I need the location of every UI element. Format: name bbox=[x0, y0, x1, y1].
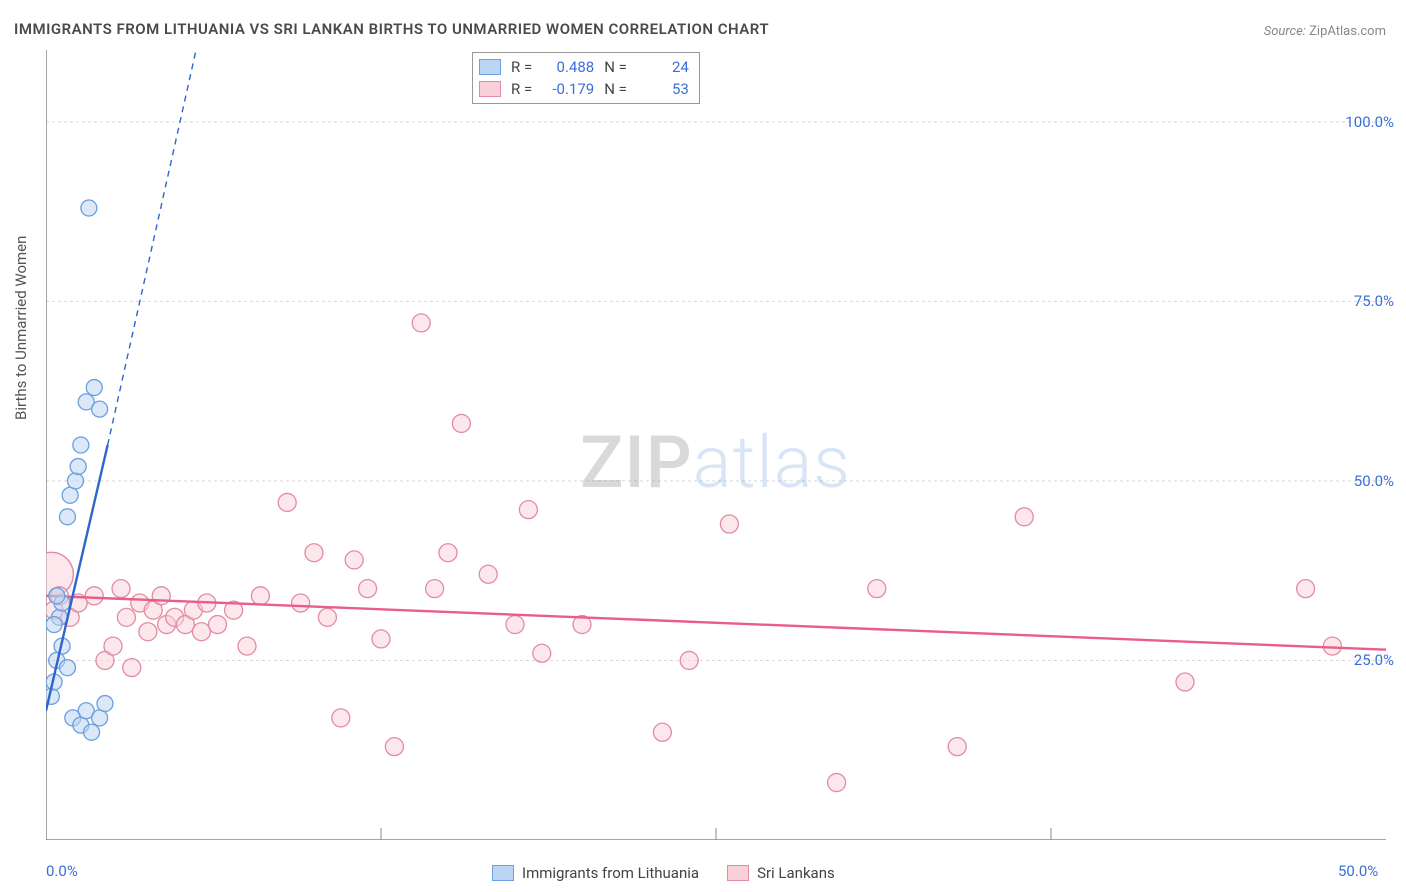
series-legend-item-blue: Immigrants from Lithuania bbox=[492, 864, 699, 882]
y-tick-label: 50.0% bbox=[1354, 472, 1394, 490]
source-label: Source: bbox=[1264, 24, 1306, 39]
series-legend: Immigrants from Lithuania Sri Lankans bbox=[492, 864, 835, 882]
source-attribution: Source: ZipAtlas.com bbox=[1264, 24, 1386, 39]
series-legend-item-pink: Sri Lankans bbox=[727, 864, 835, 882]
r-value: -0.179 bbox=[542, 80, 594, 98]
x-tick-label: 0.0% bbox=[46, 862, 78, 880]
correlation-legend-row-pink: R = -0.179 N = 53 bbox=[479, 78, 689, 100]
y-tick-label: 100.0% bbox=[1345, 113, 1394, 131]
legend-swatch-blue bbox=[479, 59, 501, 75]
n-label: N = bbox=[604, 80, 627, 98]
correlation-legend: R = 0.488 N = 24 R = -0.179 N = 53 bbox=[472, 52, 700, 104]
legend-swatch-pink bbox=[727, 865, 749, 881]
y-tick-label: 75.0% bbox=[1354, 292, 1394, 310]
r-value: 0.488 bbox=[542, 58, 594, 76]
correlation-legend-row-blue: R = 0.488 N = 24 bbox=[479, 56, 689, 78]
r-label: R = bbox=[511, 80, 532, 98]
x-tick-label: 50.0% bbox=[1338, 862, 1378, 880]
n-value: 53 bbox=[637, 80, 689, 98]
legend-swatch-blue bbox=[492, 865, 514, 881]
series-label: Sri Lankans bbox=[757, 864, 835, 882]
y-axis-label: Births to Unmarried Women bbox=[12, 236, 30, 420]
n-value: 24 bbox=[637, 58, 689, 76]
legend-swatch-pink bbox=[479, 81, 501, 97]
scatter-plot bbox=[46, 50, 1386, 840]
n-label: N = bbox=[604, 58, 627, 76]
series-label: Immigrants from Lithuania bbox=[522, 864, 699, 882]
y-tick-label: 25.0% bbox=[1354, 651, 1394, 669]
source-value: ZipAtlas.com bbox=[1309, 24, 1386, 39]
r-label: R = bbox=[511, 58, 532, 76]
chart-title: IMMIGRANTS FROM LITHUANIA VS SRI LANKAN … bbox=[14, 20, 769, 38]
